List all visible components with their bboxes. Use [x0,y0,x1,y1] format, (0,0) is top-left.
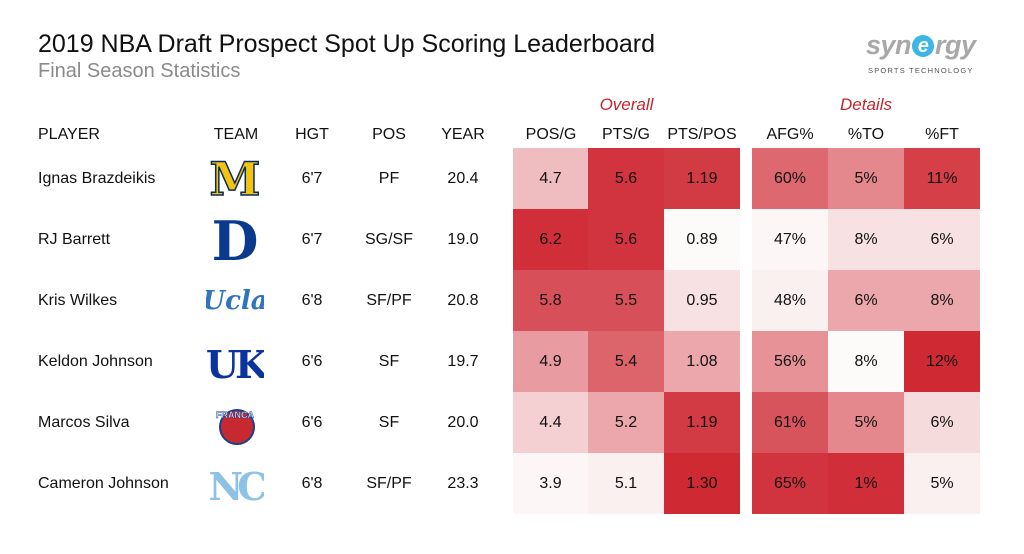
cell-hgt: 6'6 [301,353,323,370]
heat-cell-to: 1% [828,453,904,514]
heat-cell-ft: 8% [904,270,980,331]
cell-hgt: 6'7 [301,170,323,187]
heat-cell-afg: 60% [752,148,828,209]
player-name: Ignas Brazdeikis [38,170,156,187]
svg-text:D: D [212,214,259,264]
cell-pos: SF [378,414,400,431]
team-logo-kentucky-icon: UK [206,336,264,386]
column-header-team: TEAM [213,126,259,143]
cell-pos: PF [378,170,400,187]
heat-cell-pts-pos: 0.89 [664,209,740,270]
heat-cell-to: 8% [828,331,904,392]
heat-cell-pts-g: 5.1 [588,453,664,514]
column-header-to: %TO [847,126,885,143]
heat-cell-ft: 12% [904,331,980,392]
cell-hgt: 6'8 [301,292,323,309]
column-header-hgt: HGT [295,126,329,143]
heat-cell-afg: 48% [752,270,828,331]
heat-cell-to: 6% [828,270,904,331]
column-header-pts-pos: PTS/POS [667,126,737,143]
heat-cell-pos-g: 4.9 [513,331,588,392]
heat-cell-pts-g: 5.4 [588,331,664,392]
cell-pos: SF/PF [366,292,412,309]
heat-cell-pos-g: 4.7 [513,148,588,209]
cell-hgt: 6'8 [301,475,323,492]
heat-cell-afg: 47% [752,209,828,270]
synergy-logo: syn e rgy SPORTS TECHNOLOGY [862,30,982,78]
cell-pos: SF [378,353,400,370]
heat-cell-to: 5% [828,148,904,209]
heat-cell-pts-g: 5.6 [588,148,664,209]
heat-cell-pos-g: 4.4 [513,392,588,453]
heat-cell-pts-g: 5.6 [588,209,664,270]
column-header-pos-g: POS/G [525,126,577,143]
heat-cell-ft: 6% [904,392,980,453]
heat-cell-afg: 56% [752,331,828,392]
heat-cell-pts-pos: 1.30 [664,453,740,514]
heat-cell-pts-g: 5.5 [588,270,664,331]
synergy-tagline: SPORTS TECHNOLOGY [868,66,974,75]
player-name: Marcos Silva [38,414,130,431]
cell-year: 19.7 [447,353,479,370]
column-header-pos: POS [372,126,406,143]
player-name: RJ Barrett [38,231,111,248]
heat-cell-to: 5% [828,392,904,453]
svg-text:NC: NC [209,464,264,508]
chart-subtitle: Final Season Statistics [38,60,241,82]
svg-text:M: M [210,153,261,203]
column-header-year: YEAR [441,126,485,143]
heat-cell-pts-pos: 0.95 [664,270,740,331]
cell-year: 20.4 [447,170,479,187]
svg-text:Ucla: Ucla [206,286,264,316]
cell-year: 20.0 [447,414,479,431]
cell-hgt: 6'7 [301,231,323,248]
cell-year: 20.8 [447,292,479,309]
heat-cell-pts-pos: 1.19 [664,392,740,453]
chart-title: 2019 NBA Draft Prospect Spot Up Scoring … [38,30,656,58]
column-header-pts-g: PTS/G [601,126,650,143]
column-header-afg: AFG% [766,126,814,143]
heat-cell-pos-g: 3.9 [513,453,588,514]
cell-hgt: 6'6 [301,414,323,431]
heat-cell-afg: 65% [752,453,828,514]
heat-cell-pts-g: 5.2 [588,392,664,453]
heat-cell-to: 8% [828,209,904,270]
team-logo-ucla-icon: Ucla [206,275,264,325]
svg-text:UK: UK [206,342,264,386]
player-name: Keldon Johnson [38,353,153,370]
heat-cell-pos-g: 5.8 [513,270,588,331]
heat-cell-afg: 61% [752,392,828,453]
svg-text:FRANCA: FRANCA [216,410,254,420]
player-name: Kris Wilkes [38,292,118,309]
team-logo-duke-icon: D [206,214,264,264]
group-label-details: Details [840,95,892,114]
column-header-player: PLAYER [38,126,100,143]
team-logo-michigan-icon: M [206,153,264,203]
heat-cell-pts-pos: 1.19 [664,148,740,209]
heat-cell-ft: 6% [904,209,980,270]
cell-pos: SF/PF [366,475,412,492]
team-logo-unc-icon: NC [206,458,264,508]
synergy-wordmark: syn e rgy [866,30,976,60]
column-header-ft: %FT [925,126,959,143]
cell-pos: SG/SF [364,231,413,248]
group-label-overall: Overall [599,95,654,114]
player-name: Cameron Johnson [38,475,169,492]
heat-cell-pos-g: 6.2 [513,209,588,270]
cell-year: 23.3 [447,475,479,492]
heat-cell-pts-pos: 1.08 [664,331,740,392]
cell-year: 19.0 [447,231,479,248]
heat-cell-ft: 11% [904,148,980,209]
heat-cell-ft: 5% [904,453,980,514]
team-logo-franca-icon: FRANCA [206,397,264,447]
